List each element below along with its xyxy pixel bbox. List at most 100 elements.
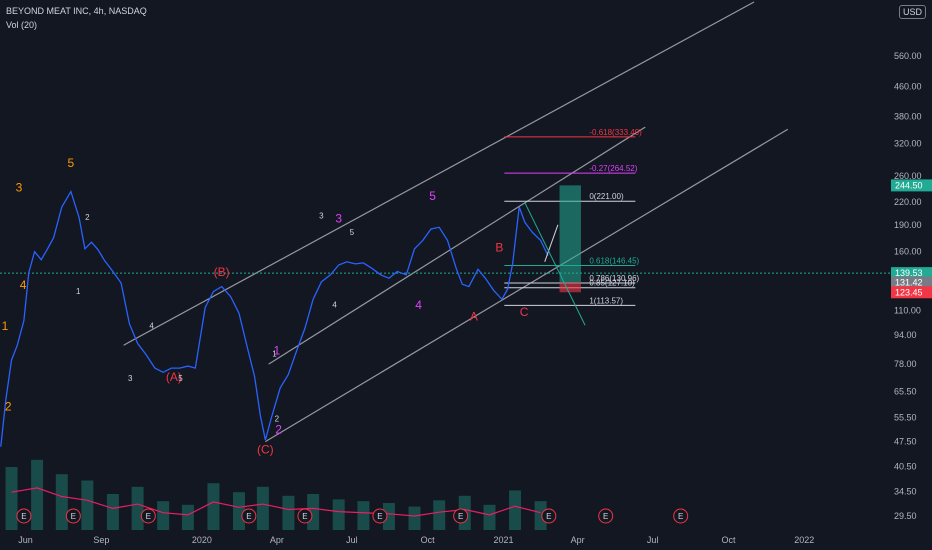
time-tick-label: Apr [270,535,284,545]
wave-label: 1 [76,287,81,296]
price-axis-badge [891,276,932,289]
time-tick-label: Jul [346,535,358,545]
price-tick-label: 65.50 [894,386,917,396]
wave-label: 2 [85,213,90,222]
fib-level-label: 0.85(127.10) [589,279,635,288]
wave-label: (B) [214,265,230,279]
projection-arrow [544,224,559,262]
position-target-zone [559,185,581,283]
volume-bar [207,483,220,530]
earnings-marker-label: E [678,512,683,521]
wave-label: 1 [274,343,281,357]
price-tick-label: 47.50 [894,437,917,447]
price-tick-label: 110.00 [894,305,921,315]
volume-bar [256,486,269,530]
wave-label: 5 [350,228,355,237]
earnings-marker [297,508,313,524]
price-tick-label: 220.00 [894,197,922,207]
wave-label: 4 [415,298,422,312]
time-tick-label: Oct [421,535,436,545]
volume-bar [181,504,194,530]
price-tick-label: 55.50 [894,412,917,422]
earnings-marker [65,508,81,524]
price-axis-badge [891,179,932,192]
earnings-marker [140,508,156,524]
volume-indicator-label[interactable]: Vol (20) [6,20,38,30]
volume-bar [5,467,18,530]
wave-label: 4 [332,300,337,309]
wave-label: 2 [275,415,280,424]
price-axis-badge [891,267,932,280]
earnings-marker-label: E [246,512,251,521]
wave-label: 5 [429,189,436,203]
wave-label: B [495,241,503,255]
time-tick-label: 2022 [794,535,814,545]
wave-label: A [470,310,478,324]
wave-label: 2 [5,399,12,413]
volume-bar [509,490,522,530]
wave-label: (A) [166,370,182,384]
time-tick-label: Jul [647,535,659,545]
price-axis-badge-label: 139.53 [895,268,923,278]
earnings-marker [598,508,614,524]
fib-level-label: 0.618(146.45) [589,257,639,266]
currency-button[interactable]: USD [898,5,926,19]
price-tick-label: 320.00 [894,138,922,148]
earnings-marker [241,508,257,524]
wave-label: 5 [68,156,75,170]
price-tick-label: 34.50 [894,487,917,497]
earnings-marker [673,508,689,524]
wave-label: C [520,305,529,319]
price-tick-label: 460.00 [894,82,922,92]
wave-label: 1 [272,349,277,358]
volume-bar [433,500,446,530]
time-tick-label: Jun [18,535,33,545]
wave-label: 3 [319,211,324,220]
earnings-marker-label: E [377,512,382,521]
channel-line [265,128,789,443]
volume-ma-line [11,487,541,517]
earnings-marker-label: E [458,512,463,521]
wave-label: 3 [16,181,23,195]
earnings-marker [453,508,469,524]
trend-line [523,200,586,326]
price-axis-badge [891,286,932,299]
volume-bar [232,492,245,530]
fib-level-label: -0.27(264.52) [589,164,637,173]
price-axis-badge-label: 244.50 [895,180,923,190]
symbol-title: BEYOND MEAT INC, 4h, NASDAQ [6,6,147,16]
price-line [0,190,549,447]
time-tick-label: Sep [93,535,109,545]
earnings-marker [372,508,388,524]
earnings-marker-label: E [71,512,76,521]
wave-label: (C) [257,443,274,457]
volume-bar [382,503,395,530]
volume-bar [332,499,345,530]
volume-bar [81,480,94,530]
volume-bar [282,495,295,530]
earnings-marker-label: E [302,512,307,521]
volume-bar [408,506,421,530]
channel-line [123,1,755,346]
volume-bar [55,474,68,530]
time-tick-label: 2021 [493,535,513,545]
volume-bar [157,501,170,530]
volume-bar [357,501,370,530]
fib-level-label: 0(221.00) [589,192,624,201]
earnings-marker-label: E [146,512,151,521]
wave-label: 4 [20,278,27,292]
volume-bar [534,501,547,530]
wave-label: 1 [2,319,9,333]
fib-level-label: -0.618(333.49) [589,128,642,137]
wave-label: 2 [275,423,282,437]
volume-bar [131,486,144,530]
price-tick-label: 190.00 [894,220,922,230]
earnings-marker [541,508,557,524]
price-tick-label: 40.50 [894,462,917,472]
fib-level-label: 1(113.57) [589,296,623,305]
wave-label: 4 [149,321,154,330]
wave-label: 5 [178,374,183,383]
price-tick-label: 94.00 [894,330,917,340]
price-axis-badge-label: 131.42 [895,277,923,287]
